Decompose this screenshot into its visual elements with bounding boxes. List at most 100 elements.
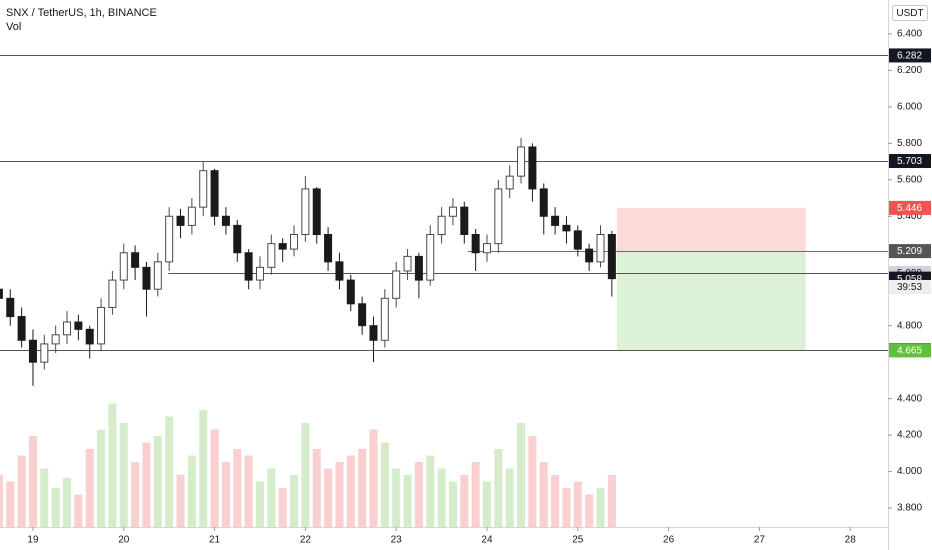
y-tick-label: 4.800 [897, 320, 922, 331]
candle-body [119, 252, 128, 281]
currency[interactable]: USDT [896, 8, 923, 19]
candle-body [414, 255, 423, 281]
y-tick-label: 4.200 [897, 430, 922, 441]
y-tick-label: 6.400 [897, 29, 922, 40]
volume-bar [324, 468, 333, 527]
background-layer [0, 207, 806, 527]
countdown: 39:53 [897, 282, 922, 293]
candle-body [290, 234, 299, 250]
volume-bar [380, 442, 389, 527]
candle-body [448, 206, 457, 217]
volume-bar [255, 481, 264, 527]
price-badge [889, 154, 931, 169]
candle-body [528, 146, 537, 190]
volume-bar [346, 455, 355, 527]
candle-body [233, 224, 242, 254]
candle-body [199, 170, 208, 208]
volume-bar [0, 475, 3, 527]
candle-body [551, 215, 560, 226]
candle-body [596, 234, 605, 263]
candle-body [6, 297, 15, 318]
volume-bar [539, 462, 548, 527]
volume-bar [414, 462, 423, 527]
volume-bar [517, 423, 526, 527]
volume-bar [301, 423, 310, 527]
candle-body [28, 339, 37, 363]
volume-bar [562, 488, 571, 527]
volume-bar [312, 449, 321, 527]
candle-body [278, 243, 287, 250]
candle-body [244, 252, 253, 281]
y-tick-label: 6.200 [897, 65, 922, 76]
volume-bar [97, 429, 106, 527]
candle-body [255, 266, 264, 281]
volume-bar [85, 449, 94, 527]
volume-bar [142, 442, 151, 527]
countdown-badge [889, 279, 931, 294]
volume-bar [244, 455, 253, 527]
volume-bar [278, 488, 287, 527]
volume-bar [482, 481, 491, 527]
candle-body [380, 297, 389, 341]
volume-bar [290, 475, 299, 527]
candle-body [85, 328, 94, 345]
y-tick-label: 6.000 [897, 101, 922, 112]
volume-bar [585, 494, 594, 527]
main-layer [0, 55, 888, 386]
volume-bar [74, 494, 83, 527]
volume-bar [63, 477, 72, 527]
candle-body [562, 224, 571, 232]
volume-bar [51, 488, 60, 527]
candle-body [346, 279, 355, 305]
volume-bar [131, 462, 140, 527]
volume-bar [199, 410, 208, 527]
volume-bar [426, 455, 435, 527]
price-badge [889, 48, 931, 63]
volume-bar [551, 475, 560, 527]
candle-body [97, 306, 106, 345]
candle-body [437, 215, 446, 236]
volume-bar [596, 488, 605, 527]
x-tick-label: 19 [27, 535, 39, 546]
candle-body [482, 243, 491, 254]
candle-body [74, 321, 83, 330]
candle-body [267, 243, 276, 268]
candle-body [40, 343, 49, 363]
candle-body [63, 321, 72, 336]
y-tick-label: 5.400 [897, 211, 922, 222]
y-tick-label: 3.800 [897, 503, 922, 514]
candle-body [471, 234, 480, 254]
candle-body [403, 255, 412, 272]
price-badge [889, 343, 931, 358]
price-badge-label: 6.282 [897, 51, 922, 62]
candle-body [210, 170, 219, 217]
candle-body [187, 206, 196, 226]
candle-body [153, 261, 162, 290]
price-badge [889, 244, 931, 259]
volume-bar [267, 468, 276, 527]
price-badge-label: 5.703 [897, 156, 922, 167]
candle-body [607, 234, 616, 280]
candle-body [165, 215, 174, 263]
candle-body [51, 334, 60, 345]
candle-body [176, 215, 185, 226]
currency-box[interactable] [892, 5, 928, 21]
volume-bar [6, 481, 15, 527]
volume-bar [403, 475, 412, 527]
volume-bar [187, 455, 196, 527]
y-tick-label: 4.000 [897, 466, 922, 477]
x-tick-label: 22 [300, 535, 312, 546]
candle-body [221, 215, 230, 226]
volume-bar [471, 462, 480, 527]
price-badge-label: 5.058 [897, 274, 922, 285]
volume-bar [369, 429, 378, 527]
price-badge-label: 5.209 [897, 246, 922, 257]
volume-bar [607, 475, 616, 527]
candle-body [17, 316, 26, 341]
y-tick-label: 5.800 [897, 138, 922, 149]
axis-layer: 6.400 6.200 6.000 5.800 5.600 5.400 4.800 4.400… [27, 29, 931, 546]
candle-body [131, 252, 140, 268]
stop-zone [616, 207, 806, 252]
x-tick-label: 27 [754, 535, 766, 546]
